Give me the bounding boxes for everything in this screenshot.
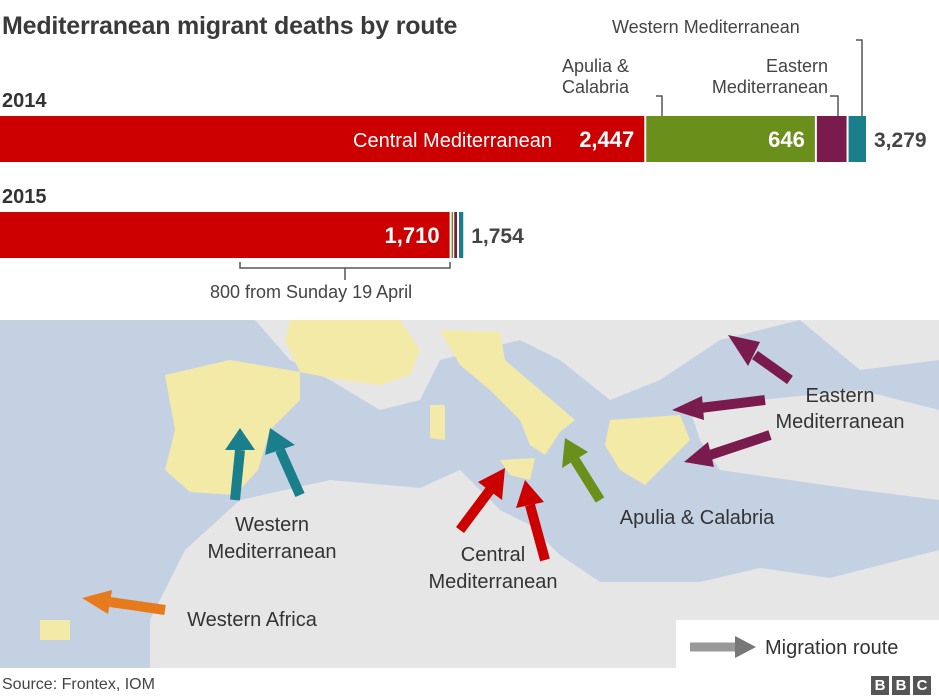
arrow-eastern-2: [672, 395, 766, 420]
land-greece: [605, 415, 690, 485]
map-label-western-africa: Western Africa: [187, 609, 318, 631]
value-label-central-2015: 1,710: [385, 223, 440, 248]
year-label-2015: 2015: [2, 186, 47, 208]
bar-apulia-2014: [646, 116, 815, 162]
bar-eastern-2015: [454, 212, 458, 258]
annotation-800: 800 from Sunday 19 April: [210, 282, 413, 302]
leader-western: [856, 39, 863, 116]
land-turkey: [690, 390, 939, 500]
land-iberia: [165, 360, 300, 495]
bbc-logo-b2: B: [892, 676, 910, 695]
land-sardinia: [430, 405, 445, 440]
land-north-africa: [150, 470, 939, 668]
value-label-apulia-2014: 646: [768, 127, 805, 152]
chart-title: Mediterranean migrant deaths by route: [2, 12, 458, 40]
map-label-western-2: Mediterranean: [208, 541, 337, 563]
leader-apulia: [656, 95, 663, 116]
bar-central-2015: [0, 212, 450, 258]
total-label-2015: 1,754: [471, 225, 524, 248]
stacked-bar-chart: 2014 2,447 646 Central Mediterranean 3,279 20…: [0, 39, 927, 280]
map-label-central-2: Mediterranean: [429, 571, 558, 593]
map-label-eastern-2: Mediterranean: [776, 411, 905, 433]
map-legend: Migration route: [676, 620, 939, 668]
label-eastern-mediterranean: Eastern Mediterranean: [672, 56, 828, 98]
arrow-eastern-1: [728, 335, 793, 385]
arrow-western-africa: [82, 590, 166, 615]
legend-label: Migration route: [765, 637, 898, 659]
total-label-2014: 3,279: [874, 129, 927, 152]
leader-eastern: [830, 95, 839, 116]
label-western-mediterranean: Western Mediterranean: [612, 17, 800, 37]
value-label-central-2014: 2,447: [579, 127, 634, 152]
bracket-800: [239, 262, 451, 269]
land-italy: [440, 330, 575, 455]
arrow-apulia: [562, 438, 605, 503]
label-apulia-line2: Calabria: [562, 77, 630, 97]
land-europe-north: [255, 320, 939, 410]
map-label-eastern-1: Eastern: [806, 385, 875, 407]
bar-western-2014: [848, 116, 866, 162]
bar-central-2014: [0, 116, 645, 162]
land-sicily: [500, 458, 535, 480]
bbc-logo-b1: B: [871, 676, 889, 695]
land-france: [285, 320, 420, 385]
series-label-central-in-bar: Central Mediterranean: [353, 130, 552, 152]
map-label-central-1: Central: [461, 544, 525, 566]
route-map: Western Mediterranean Central Mediterran…: [0, 320, 939, 668]
source-note: Source: Frontex, IOM: [2, 676, 155, 693]
label-apulia-line1: Apulia &: [562, 56, 630, 76]
year-label-2014: 2014: [2, 90, 47, 112]
label-eastern-line1: Eastern: [765, 56, 828, 76]
bar-eastern-2014: [816, 116, 847, 162]
bar-western-2015: [459, 212, 464, 258]
arrow-central-1: [456, 468, 505, 533]
map-label-western-1: Western: [235, 514, 309, 536]
map-label-apulia: Apulia & Calabria: [620, 507, 775, 529]
arrow-western-2: [265, 428, 305, 498]
arrow-western-1: [225, 428, 255, 501]
label-eastern-line2: Mediterranean: [711, 77, 828, 97]
arrow-eastern-3: [684, 430, 772, 467]
bbc-logo-c: C: [913, 676, 931, 695]
bar-apulia-2015: [451, 212, 454, 258]
arrow-central-2: [516, 480, 550, 562]
land-canaries: [40, 620, 70, 640]
label-apulia-calabria: Apulia & Calabria: [562, 56, 629, 98]
